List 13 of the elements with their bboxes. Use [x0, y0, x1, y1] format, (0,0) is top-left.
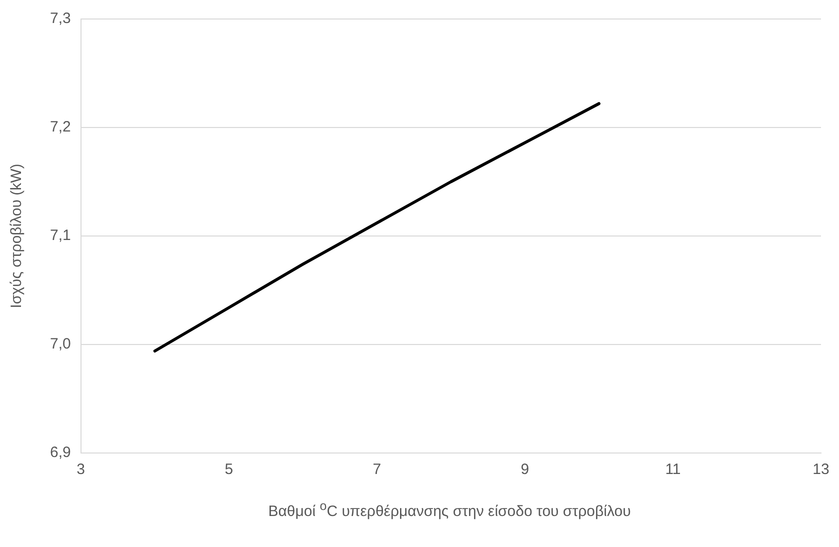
x-tick-label: 7: [372, 461, 382, 478]
y-tick-label: 7,1: [50, 227, 71, 244]
x-tick-label: 11: [665, 461, 681, 478]
x-tick-label: 9: [520, 461, 530, 478]
y-axis-title: Ισχύς στροβίλου (kW): [8, 164, 26, 308]
y-tick-label: 6,9: [50, 444, 71, 462]
x-tick-label: 13: [812, 461, 830, 478]
x-tick-label: 5: [224, 461, 234, 478]
y-tick-label: 7,3: [50, 10, 71, 28]
y-tick-label: 7,2: [50, 118, 71, 136]
y-tick-label: 7,0: [50, 336, 71, 353]
x-tick-label: 3: [76, 461, 86, 478]
x-axis-title: Βαθμοί $^{o}$C υπερθέρμανσης στην είσοδο του στροβίλου: [267, 499, 632, 520]
